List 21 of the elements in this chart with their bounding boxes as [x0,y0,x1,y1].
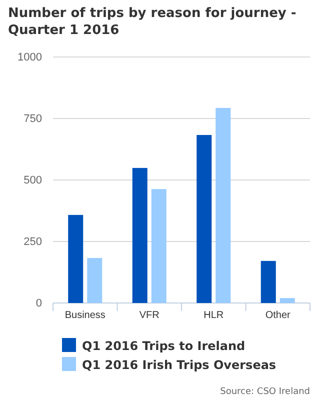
legend-label: Q1 2016 Trips to Ireland [82,339,246,353]
legend-label: Q1 2016 Irish Trips Overseas [82,358,276,372]
bar [68,214,84,303]
bar [151,189,166,303]
y-tick-label: 1000 [18,52,42,64]
x-tick-label: Other [265,310,292,321]
bar [280,298,295,303]
bar [132,168,148,303]
y-tick-label: 0 [36,298,42,310]
bar [196,134,212,303]
bar [260,260,276,303]
x-tick-label: VFR [139,310,160,321]
bar [87,258,102,303]
y-tick-label: 250 [24,236,42,248]
y-tick-label: 500 [24,174,42,187]
y-tick-label: 750 [24,113,42,126]
x-tick-label: Business [64,310,106,321]
x-tick-label: HLR [204,310,224,321]
source-note: Source: CSO Ireland [220,387,310,397]
chart-title: Number of trips by reason for journey - Quarter 1 2016 [8,6,296,38]
bar [216,108,231,303]
